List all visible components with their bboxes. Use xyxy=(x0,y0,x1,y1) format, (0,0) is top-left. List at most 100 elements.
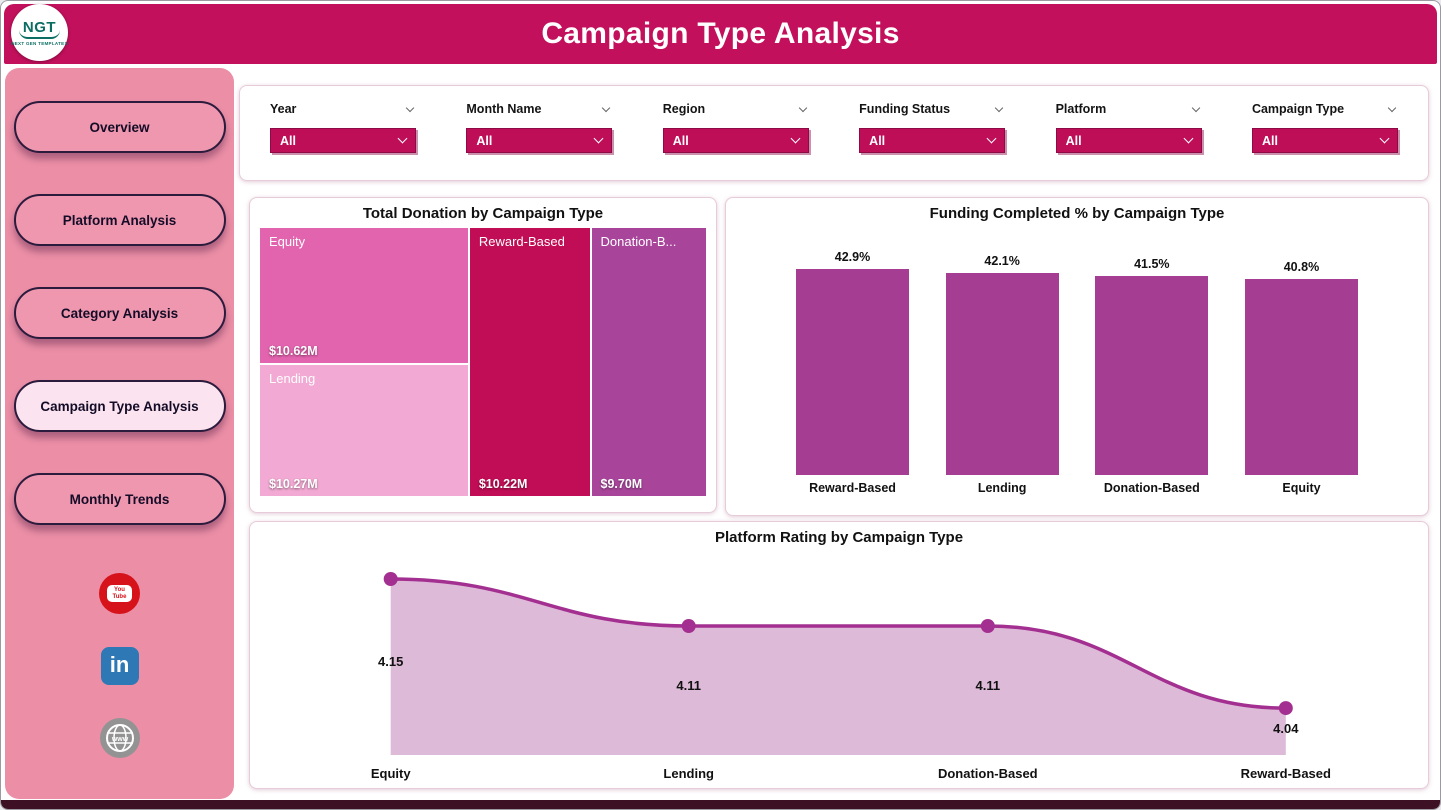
ngt-logo: NGT NEXT GEN TEMPLATES xyxy=(11,4,68,61)
sidebar-item-monthly-trends[interactable]: Monthly Trends xyxy=(13,473,226,525)
bar-category-label: Reward-Based xyxy=(809,481,896,495)
sidebar: Overview Platform Analysis Category Anal… xyxy=(5,68,234,799)
treemap: Equity $10.62M Lending $10.27M Reward-Ba… xyxy=(260,228,706,496)
bar-value-label: 42.9% xyxy=(834,250,871,264)
filter-month-name: Month Name All xyxy=(466,101,613,180)
tile-label: Reward-Based xyxy=(478,234,565,249)
sidebar-nav: Overview Platform Analysis Category Anal… xyxy=(5,68,234,525)
filter-value: All xyxy=(869,133,886,148)
treemap-tile-equity[interactable]: Equity $10.62M xyxy=(260,228,468,364)
filter-value: All xyxy=(280,133,296,148)
chevron-down-icon[interactable] xyxy=(1191,103,1200,112)
sidebar-item-label: Monthly Trends xyxy=(69,491,170,507)
filter-year-dropdown[interactable]: All xyxy=(270,128,416,153)
chevron-down-icon[interactable] xyxy=(994,103,1004,112)
chevron-down-icon[interactable] xyxy=(1387,103,1397,112)
website-globe-icon[interactable]: www xyxy=(99,718,140,758)
filter-campaign-type-dropdown[interactable]: All xyxy=(1251,128,1398,153)
treemap-tile-donation-based[interactable]: Donation-B... $9.70M xyxy=(591,228,706,496)
chevron-down-icon xyxy=(397,133,408,144)
sidebar-item-campaign-type-analysis[interactable]: Campaign Type Analysis xyxy=(13,380,226,432)
bar-lending[interactable] xyxy=(945,272,1059,475)
sidebar-item-category-analysis[interactable]: Category Analysis xyxy=(13,287,226,339)
x-axis-category-label: Lending xyxy=(663,766,714,781)
rating-line xyxy=(390,577,1286,710)
area-fill xyxy=(390,579,1286,755)
filter-funding-status-dropdown[interactable]: All xyxy=(859,128,1006,153)
point-value-label: 4.11 xyxy=(676,678,701,693)
treemap-card: Total Donation by Campaign Type Equity $… xyxy=(249,197,717,513)
tile-label: Equity xyxy=(269,234,306,249)
filter-year: Year All xyxy=(270,101,416,180)
bar-group-lending: 42.1% Lending xyxy=(945,253,1059,501)
filter-platform: Platform All xyxy=(1055,101,1202,180)
x-axis-category-label: Equity xyxy=(371,766,411,781)
chevron-down-icon xyxy=(790,133,801,144)
tile-value: $10.22M xyxy=(478,477,528,491)
youtube-line1: You xyxy=(114,587,125,593)
chevron-down-icon[interactable] xyxy=(602,103,611,112)
filter-month-name-dropdown[interactable]: All xyxy=(466,128,613,153)
chevron-down-icon xyxy=(1379,133,1390,144)
bar-chart-title: Funding Completed % by Campaign Type xyxy=(929,205,1225,222)
filter-funding-status: Funding Status All xyxy=(859,101,1006,180)
chevron-down-icon xyxy=(986,133,997,144)
ngt-logo-text: NGT xyxy=(18,19,61,39)
data-point-lending[interactable] xyxy=(681,619,696,633)
data-point-reward-based[interactable] xyxy=(1278,701,1293,716)
youtube-icon[interactable]: You Tube xyxy=(99,573,140,614)
chevron-down-icon[interactable] xyxy=(405,103,415,112)
sidebar-item-label: Overview xyxy=(89,119,150,135)
bar-category-label: Donation-Based xyxy=(1103,481,1200,495)
social-links: You Tube in www xyxy=(5,573,234,758)
header-bar: Campaign Type Analysis xyxy=(4,4,1437,64)
x-axis-category-label: Reward-Based xyxy=(1241,766,1331,781)
treemap-title: Total Donation by Campaign Type xyxy=(362,205,604,222)
treemap-tile-reward-based[interactable]: Reward-Based $10.22M xyxy=(469,228,590,496)
bar-donation-based[interactable] xyxy=(1095,275,1209,475)
line-chart-title: Platform Rating by Campaign Type xyxy=(714,529,964,546)
tile-value: $9.70M xyxy=(600,477,643,491)
bar-category-label: Equity xyxy=(1282,481,1321,495)
filter-campaign-type: Campaign Type All xyxy=(1251,101,1398,180)
data-point-equity[interactable] xyxy=(383,572,398,586)
bar-plot: 42.9% Reward-Based 42.1% Lending 41.5% D… xyxy=(726,228,1428,501)
bar-equity[interactable] xyxy=(1244,279,1358,475)
bar-category-label: Lending xyxy=(977,481,1027,495)
filter-label: Campaign Type xyxy=(1251,102,1345,116)
page-title: Campaign Type Analysis xyxy=(541,17,900,50)
tile-label: Lending xyxy=(269,371,316,387)
youtube-line2: Tube xyxy=(112,593,127,600)
bar-value-label: 41.5% xyxy=(1134,256,1170,271)
chevron-down-icon xyxy=(593,133,604,144)
bar-group-equity: 40.8% Equity xyxy=(1244,260,1358,501)
filter-platform-dropdown[interactable]: All xyxy=(1055,128,1202,153)
chevron-down-icon[interactable] xyxy=(798,103,808,112)
linkedin-icon[interactable]: in xyxy=(100,647,139,685)
data-point-donation-based[interactable] xyxy=(980,619,995,633)
chevron-down-icon xyxy=(1183,133,1194,144)
filter-bar: Year All Month Name All Region All Fundi… xyxy=(239,85,1429,181)
line-chart-svg: 4.15 Equity 4.11 Lending 4.11 Donation-Based 4… xyxy=(371,572,1331,781)
filter-value: All xyxy=(1261,133,1278,148)
point-value-label: 4.04 xyxy=(1273,721,1299,736)
filter-region-dropdown[interactable]: All xyxy=(662,128,809,153)
bar-reward-based[interactable] xyxy=(796,269,909,475)
bar-group-donation-based: 41.5% Donation-Based xyxy=(1095,256,1209,501)
sidebar-item-label: Category Analysis xyxy=(60,305,179,321)
point-value-label: 4.15 xyxy=(378,654,403,669)
bar-value-label: 40.8% xyxy=(1283,260,1320,275)
bar-value-label: 42.1% xyxy=(984,253,1020,268)
filter-label: Region xyxy=(662,102,706,116)
treemap-tile-lending[interactable]: Lending $10.27M xyxy=(260,365,468,496)
globe-graphic: www xyxy=(105,724,134,752)
filter-label: Year xyxy=(270,102,297,116)
linkedin-icon-label: in xyxy=(109,651,130,677)
sidebar-item-platform-analysis[interactable]: Platform Analysis xyxy=(13,194,226,246)
filter-value: All xyxy=(1065,133,1082,148)
bar-chart-card: Funding Completed % by Campaign Type 42.… xyxy=(725,197,1429,516)
sidebar-item-overview[interactable]: Overview xyxy=(13,101,226,153)
ngt-logo-subtext: NEXT GEN TEMPLATES xyxy=(11,41,68,46)
filter-value: All xyxy=(672,133,689,148)
